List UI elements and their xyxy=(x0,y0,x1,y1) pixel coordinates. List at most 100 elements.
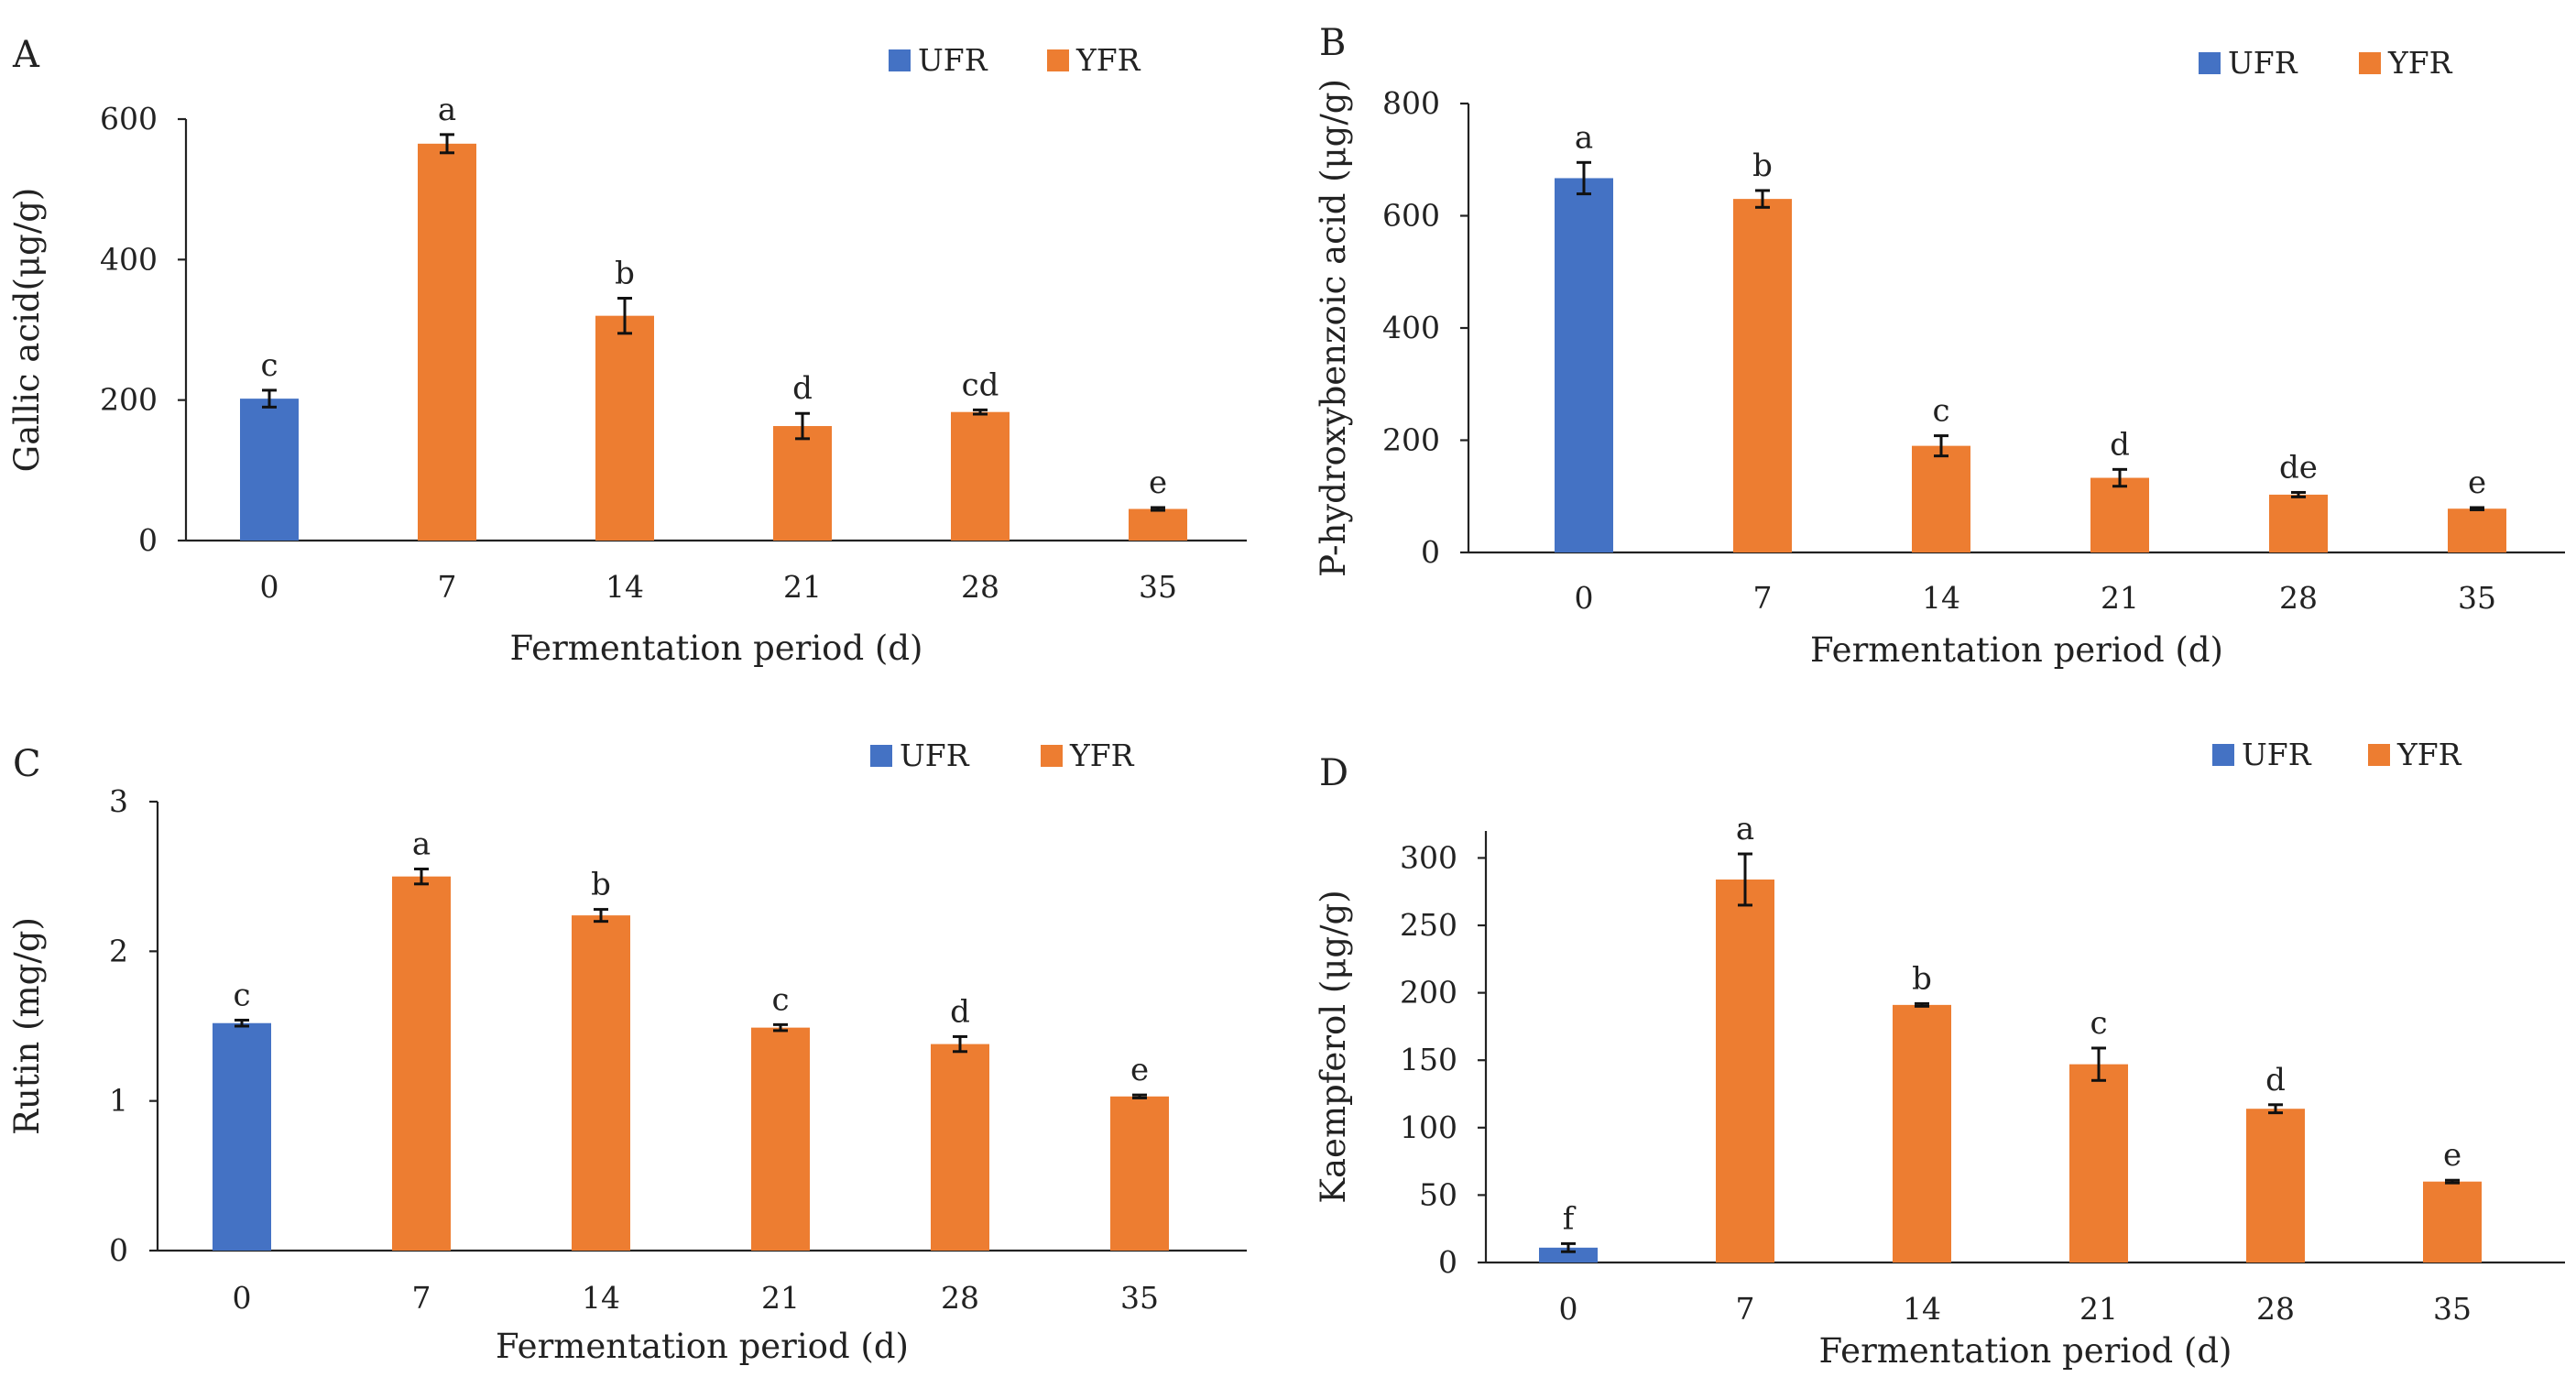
y-tick-label: 200 xyxy=(1382,422,1440,458)
legend-swatch-yfr xyxy=(2359,52,2381,74)
bar-yfr-day-7[interactable] xyxy=(418,143,476,541)
y-tick-label: 100 xyxy=(1400,1109,1457,1145)
significance-letter: b xyxy=(591,867,611,903)
panel-letter-d: D xyxy=(1319,752,1348,794)
x-tick-label: 21 xyxy=(2079,1291,2118,1327)
y-axis-title: Rutin (mg/g) xyxy=(7,917,47,1135)
bar-yfr-day-14[interactable] xyxy=(572,915,630,1251)
legend-swatch-yfr xyxy=(1047,49,1069,71)
x-tick-label: 0 xyxy=(233,1280,252,1316)
bar-yfr-day-7[interactable] xyxy=(1733,199,1792,552)
x-tick-label: 35 xyxy=(1120,1280,1159,1316)
legend-swatch-ufr xyxy=(2199,52,2221,74)
x-axis-title: Fermentation period (d) xyxy=(496,1327,909,1366)
bar-yfr-day-21[interactable] xyxy=(2069,1064,2128,1262)
legend-c: UFR YFR xyxy=(870,738,1135,773)
bar-yfr-day-28[interactable] xyxy=(951,411,1010,541)
y-tick-label: 0 xyxy=(1421,534,1440,570)
legend-swatch-yfr xyxy=(1041,745,1063,767)
legend-a: UFR YFR xyxy=(889,42,1141,78)
significance-letter: a xyxy=(412,826,431,863)
x-tick-label: 28 xyxy=(941,1280,979,1316)
y-tick-label: 600 xyxy=(1382,198,1440,234)
bar-yfr-day-28[interactable] xyxy=(931,1044,989,1251)
significance-letter: d xyxy=(2265,1062,2286,1098)
y-axis-title: P-hydroxybenzoic acid (μg/g) xyxy=(1314,79,1353,577)
bar-yfr-day-14[interactable] xyxy=(1912,445,1970,552)
x-tick-label: 28 xyxy=(2279,580,2318,616)
y-tick-label: 800 xyxy=(1382,85,1440,121)
bar-yfr-day-14[interactable] xyxy=(595,315,654,541)
y-tick-label: 2 xyxy=(109,933,128,968)
y-axis-title: Gallic acid(μg/g) xyxy=(7,188,47,473)
bar-yfr-day-35[interactable] xyxy=(1110,1096,1169,1251)
legend-b: UFR YFR xyxy=(2199,45,2453,81)
x-tick-label: 35 xyxy=(2458,580,2496,616)
significance-letter: b xyxy=(1912,960,1932,997)
bar-yfr-day-28[interactable] xyxy=(2269,494,2328,552)
significance-letter: d xyxy=(950,993,970,1030)
y-tick-label: 600 xyxy=(100,101,158,137)
y-tick-label: 50 xyxy=(1419,1176,1457,1212)
x-tick-label: 7 xyxy=(438,569,457,605)
legend-label-yfr: YFR xyxy=(2387,45,2453,81)
x-tick-label: 0 xyxy=(1575,580,1594,616)
bar-yfr-day-21[interactable] xyxy=(751,1027,810,1251)
chart-panel-d: D UFR YFR 0 50 100 150 200 250 300 f 0 a 7 b 14 c 21 d 28 e 3… xyxy=(1314,737,2565,1371)
legend-label-ufr: UFR xyxy=(2242,737,2312,772)
y-tick-label: 3 xyxy=(109,783,128,819)
x-tick-label: 14 xyxy=(606,569,644,605)
bar-ufr-day-0[interactable] xyxy=(1555,178,1613,552)
bar-yfr-day-7[interactable] xyxy=(1716,879,1774,1262)
x-tick-label: 14 xyxy=(1922,580,1960,616)
bar-ufr-day-0[interactable] xyxy=(213,1022,271,1251)
bar-yfr-day-35[interactable] xyxy=(1129,508,1187,541)
bar-yfr-day-28[interactable] xyxy=(2246,1109,2305,1262)
x-tick-label: 35 xyxy=(1139,569,1177,605)
x-tick-label: 14 xyxy=(1903,1291,1941,1327)
bar-yfr-day-21[interactable] xyxy=(773,426,832,541)
significance-letter: b xyxy=(1752,148,1773,184)
significance-letter: e xyxy=(1130,1052,1149,1088)
bar-ufr-day-0[interactable] xyxy=(240,399,299,541)
significance-letter: a xyxy=(1736,811,1754,847)
y-tick-label: 0 xyxy=(109,1232,128,1268)
significance-letter: c xyxy=(233,977,250,1013)
significance-letter: e xyxy=(2443,1137,2461,1174)
bar-yfr-day-7[interactable] xyxy=(392,876,451,1251)
legend-label-yfr: YFR xyxy=(2396,737,2462,772)
x-tick-label: 0 xyxy=(260,569,279,605)
legend-swatch-ufr xyxy=(870,745,892,767)
legend-label-ufr: UFR xyxy=(900,738,970,773)
bar-yfr-day-35[interactable] xyxy=(2423,1181,2482,1262)
significance-letter: c xyxy=(260,347,278,384)
significance-letter: b xyxy=(615,256,635,292)
panel-letter-a: A xyxy=(12,34,40,76)
significance-letter: c xyxy=(771,981,789,1018)
x-tick-label: 21 xyxy=(783,569,822,605)
y-tick-label: 1 xyxy=(109,1083,128,1119)
bar-yfr-day-35[interactable] xyxy=(2448,508,2506,552)
y-axis-title: Kaempferol (μg/g) xyxy=(1314,890,1353,1203)
bar-yfr-day-21[interactable] xyxy=(2090,477,2149,552)
chart-panel-b: B UFR YFR 0 200 400 600 800 a 0 b 7 c 14 d 21 de 28 e 35 Fer… xyxy=(1314,22,2565,670)
bar-ufr-day-0[interactable] xyxy=(1539,1247,1598,1262)
significance-letter: cd xyxy=(962,366,999,403)
legend-label-ufr: UFR xyxy=(2228,45,2298,81)
legend-swatch-ufr xyxy=(889,49,911,71)
bar-yfr-day-14[interactable] xyxy=(1893,1004,1951,1262)
legend-swatch-ufr xyxy=(2212,744,2234,766)
y-tick-label: 200 xyxy=(100,382,158,418)
panel-letter-c: C xyxy=(13,743,41,785)
x-tick-label: 7 xyxy=(412,1280,431,1316)
y-tick-label: 300 xyxy=(1400,839,1457,875)
chart-panel-c: C UFR YFR 0 1 2 3 c 0 a 7 b 14 c 21 d 28 e 35 Fermentation … xyxy=(7,738,1247,1366)
y-tick-label: 400 xyxy=(100,241,158,277)
x-tick-label: 7 xyxy=(1736,1291,1755,1327)
y-tick-label: 400 xyxy=(1382,310,1440,345)
x-tick-label: 35 xyxy=(2433,1291,2472,1327)
x-tick-label: 0 xyxy=(1559,1291,1578,1327)
x-axis-title: Fermentation period (d) xyxy=(1810,630,2223,670)
significance-letter: e xyxy=(2468,465,2486,501)
